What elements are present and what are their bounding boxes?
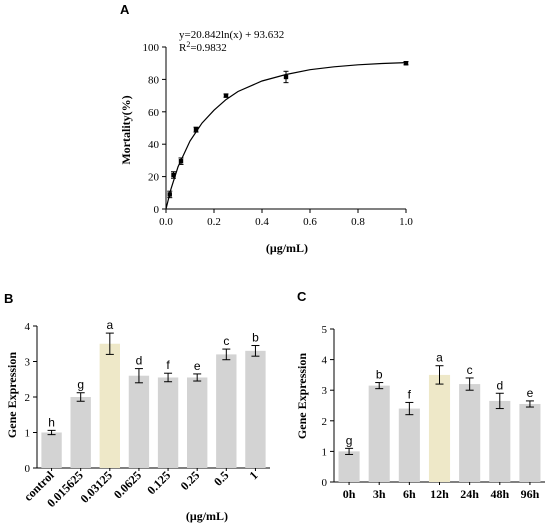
data-point — [223, 93, 229, 98]
panel-a-y-tick-label: 0 — [154, 204, 160, 216]
panel-c-bar — [519, 403, 541, 482]
panel-b-x-tick-label: 0.25 — [178, 468, 203, 493]
panel-c-significance-letter: a — [436, 351, 443, 365]
panel-b-significance-letter: g — [77, 378, 84, 392]
r-squared-sup: 2 — [186, 40, 190, 49]
panel-letter-c: C — [297, 289, 307, 304]
r-squared: R2=0.9832 — [179, 40, 227, 54]
panel-c-significance-letter: b — [376, 368, 383, 382]
panel-c-y-tick-label: 3 — [322, 385, 328, 397]
panel-b-y-tick-label: 3 — [25, 357, 31, 369]
panel-b-significance-letter: h — [48, 415, 55, 429]
panel-b-bar — [70, 397, 91, 468]
panel-c-x-tick-label: 6h — [403, 487, 416, 501]
r-squared-letter: R — [179, 42, 187, 54]
panel-b-x-tick-label: 1 — [246, 468, 260, 482]
panel-c-y-tick-label: 4 — [322, 355, 328, 367]
panel-b-x-axis-title: (μg/mL) — [186, 509, 228, 523]
panel-b-significance-letter: f — [166, 358, 170, 372]
panel-c-y-tick-label: 1 — [322, 446, 328, 458]
panel-a-x-tick-label: 0.2 — [207, 216, 221, 228]
panel-a-chart: y=20.842ln(x) + 93.632 R2=0.9832 Mortali… — [119, 29, 413, 255]
panel-a-y-tick-label: 60 — [148, 107, 160, 119]
panel-c-significance-letter: g — [346, 433, 353, 447]
panel-a-x-tick-label: 0.8 — [351, 216, 365, 228]
panel-a-x-axis-title: (μg/mL) — [266, 241, 308, 255]
panel-b-y-tick-label: 4 — [25, 321, 31, 333]
panel-c-x-tick-label: 12h — [430, 487, 449, 501]
panel-c-bar — [428, 374, 451, 482]
fit-equation: y=20.842ln(x) + 93.632 — [179, 29, 284, 41]
panel-b-x-tick-label: 0.03125 — [77, 468, 114, 505]
panel-c-y-axis-title: Gene Expression — [295, 353, 309, 439]
data-point — [167, 192, 172, 197]
panel-b-bar — [245, 350, 266, 468]
panel-b-bar — [186, 377, 208, 468]
data-point — [178, 159, 184, 164]
panel-b-chart: Gene Expression (μg/mL) 01234hcontrolg0.… — [5, 318, 270, 523]
panel-b-significance-letter: d — [136, 354, 143, 368]
panel-a-y-tick-label: 100 — [143, 42, 160, 54]
panel-c-significance-letter: d — [496, 378, 503, 392]
panel-b-y-tick-label: 0 — [25, 463, 31, 475]
panel-a-x-tick-label: 0.0 — [159, 216, 173, 228]
panel-b-bar — [216, 354, 237, 468]
panel-a-y-tick-label: 80 — [148, 74, 160, 86]
panel-a-y-tick-label: 20 — [148, 172, 160, 184]
panel-b-significance-letter: b — [252, 331, 259, 345]
panel-c-bar — [489, 400, 511, 482]
panel-letter-b: B — [4, 291, 13, 306]
panel-b-x-tick-label: 0.5 — [211, 468, 232, 489]
panel-c-significance-letter: c — [467, 363, 473, 377]
panel-c-x-tick-label: 3h — [373, 487, 386, 501]
panel-c-bar — [459, 384, 481, 482]
fit-curve — [165, 62, 407, 210]
panel-c-y-tick-label: 0 — [322, 477, 328, 489]
panel-b-significance-letter: a — [106, 318, 113, 332]
panel-c-bar — [368, 385, 390, 482]
panel-c-bar — [338, 451, 360, 482]
panel-b-y-tick-label: 1 — [25, 428, 31, 440]
panel-c-x-tick-label: 48h — [490, 487, 509, 501]
panel-b-y-tick-label: 2 — [25, 392, 31, 404]
panel-b-significance-letter: e — [194, 359, 201, 373]
panel-c-significance-letter: e — [527, 386, 534, 400]
panel-c-significance-letter: f — [408, 387, 412, 401]
panel-c-x-tick-label: 24h — [460, 487, 479, 501]
panel-c-x-tick-label: 0h — [343, 487, 356, 501]
panel-b-bar — [128, 375, 150, 468]
panel-b-bar — [41, 432, 62, 468]
data-point — [283, 74, 289, 80]
panel-a-y-axis-title: Mortality(%) — [119, 95, 133, 164]
panel-b-bar — [157, 377, 179, 468]
r-squared-value: =0.9832 — [190, 42, 226, 54]
panel-b-y-axis-title: Gene Expression — [5, 352, 19, 438]
panel-a-x-tick-label: 0.6 — [303, 216, 317, 228]
panel-c-x-tick-label: 96h — [521, 487, 540, 501]
data-point — [403, 61, 409, 66]
panel-c-y-tick-label: 2 — [322, 416, 328, 428]
panel-c-bar — [398, 408, 420, 482]
data-point — [193, 127, 199, 132]
panel-b-significance-letter: c — [223, 334, 229, 348]
panel-a-x-tick-label: 1.0 — [399, 216, 413, 228]
panel-c-chart: Gene Expression 0 1 2 3 4 5 g 0h b 3h f 6h a 12h c 24h d… — [295, 324, 545, 501]
panel-c-y-tick-label: 5 — [322, 324, 328, 336]
panel-a-x-tick-label: 0.4 — [255, 216, 269, 228]
panel-letter-a: A — [120, 2, 130, 17]
panel-a-y-tick-label: 40 — [148, 139, 160, 151]
panel-b-x-tick-label: 0.125 — [144, 468, 173, 497]
data-point — [171, 172, 176, 178]
panel-b-x-tick-label: 0.0625 — [111, 468, 144, 501]
panel-b-bar — [99, 343, 121, 468]
